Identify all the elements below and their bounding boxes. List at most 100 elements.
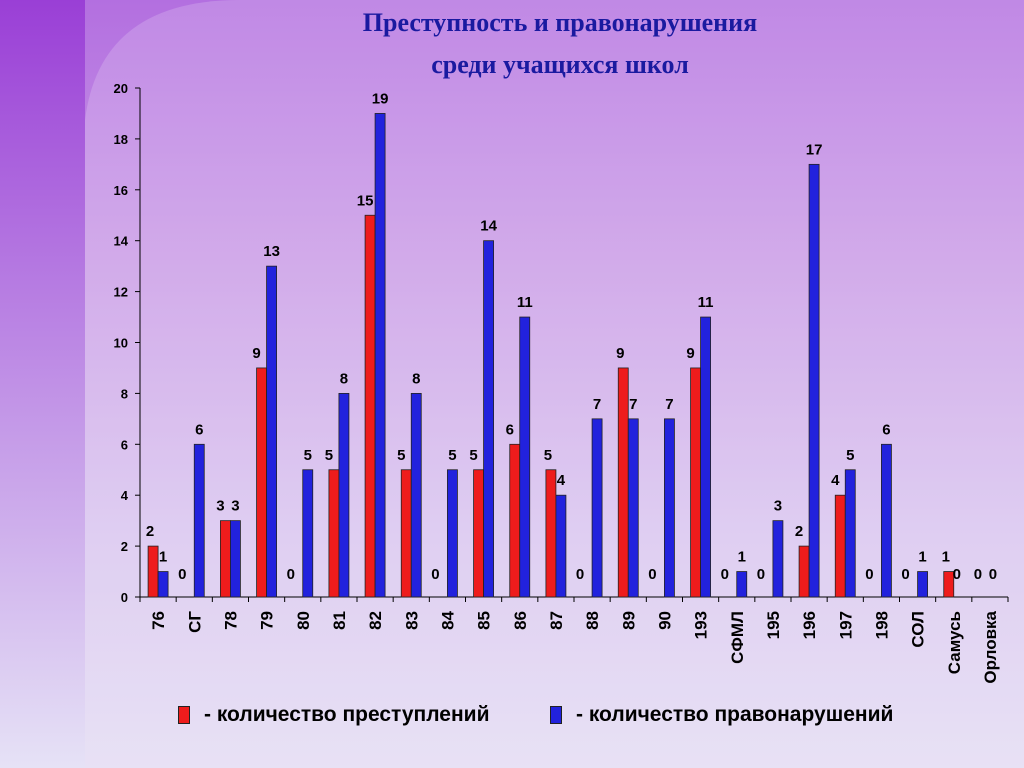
data-label-crimes: 0 (648, 566, 656, 583)
data-label-offenses: 1 (918, 549, 926, 566)
bar-crimes (364, 214, 376, 598)
bar-offenses (483, 240, 494, 598)
bar-offenses (881, 443, 892, 598)
data-label-crimes: 0 (287, 566, 295, 583)
bar-offenses (844, 469, 856, 598)
bar-offenses (302, 469, 314, 598)
bar-offenses (736, 571, 748, 598)
x-category-label: СГ (185, 611, 204, 633)
x-category-label: 82 (366, 611, 385, 630)
bar-crimes (798, 545, 810, 598)
y-tick-label: 6 (121, 437, 128, 452)
data-label-offenses: 7 (665, 396, 673, 413)
bar-crimes (328, 469, 340, 598)
data-label-crimes: 0 (576, 566, 584, 583)
bar-crimes (943, 571, 955, 598)
data-label-crimes: 5 (469, 447, 477, 464)
data-label-crimes: 5 (325, 447, 333, 464)
data-label-crimes: 6 (506, 421, 514, 438)
bar-crimes (617, 367, 629, 598)
data-label-offenses: 8 (412, 370, 420, 387)
bar-offenses (447, 469, 458, 598)
legend-crimes-label: - количество преступлений (204, 703, 490, 726)
data-label-crimes: 2 (795, 523, 803, 540)
data-label-crimes: 2 (146, 523, 154, 540)
data-label-crimes: 3 (216, 498, 224, 515)
bar-crimes (834, 494, 846, 598)
bar-crimes (473, 469, 484, 598)
data-label-crimes: 9 (252, 345, 260, 362)
chart-title-line2: среди учащихся школ (431, 50, 689, 79)
x-category-label: 78 (221, 611, 240, 630)
x-category-label: 195 (764, 611, 783, 639)
data-label-offenses: 4 (557, 472, 566, 489)
x-category-label: 90 (655, 611, 674, 630)
y-tick-label: 18 (114, 132, 128, 147)
data-label-offenses: 7 (629, 396, 637, 413)
y-tick-label: 16 (114, 183, 128, 198)
x-category-label: 84 (438, 610, 457, 629)
bar-offenses (157, 571, 169, 598)
legend-crimes-swatch (178, 706, 190, 724)
y-tick-label: 2 (121, 539, 128, 554)
data-label-offenses: 1 (738, 549, 746, 566)
left-band (0, 0, 85, 768)
data-label-offenses: 7 (593, 396, 601, 413)
x-category-label: 86 (511, 611, 530, 630)
data-label-offenses: 5 (846, 447, 854, 464)
data-label-crimes: 9 (616, 345, 624, 362)
data-label-offenses: 5 (448, 447, 456, 464)
data-label-offenses: 13 (263, 243, 280, 260)
x-category-label: 87 (547, 611, 566, 630)
x-category-label: 88 (583, 611, 602, 630)
bar-crimes (256, 367, 267, 598)
x-category-label: 197 (836, 611, 855, 639)
bar-crimes (400, 469, 412, 598)
legend-crimes: - количество преступлений (178, 703, 489, 727)
data-label-crimes: 9 (686, 345, 694, 362)
y-tick-label: 14 (114, 234, 129, 249)
data-label-offenses: 14 (480, 218, 497, 235)
x-category-label: 193 (692, 611, 711, 639)
data-label-offenses: 11 (517, 294, 533, 311)
x-category-label: 80 (294, 611, 313, 630)
y-tick-label: 12 (114, 285, 128, 300)
chart-title-line1: Преступность и правонарушения (362, 8, 758, 37)
bar-offenses (374, 113, 386, 598)
data-label-crimes: 0 (865, 566, 873, 583)
bar-offenses (410, 392, 422, 598)
data-label-offenses: 8 (340, 370, 348, 387)
data-label-offenses: 1 (159, 549, 167, 566)
data-label-crimes: 0 (178, 566, 186, 583)
x-category-label: 196 (800, 611, 819, 639)
x-category-label: 89 (619, 611, 638, 630)
bar-offenses (555, 494, 567, 598)
x-category-label: Орловка (981, 610, 1000, 683)
data-label-offenses: 3 (774, 498, 782, 515)
bar-offenses (664, 418, 675, 598)
x-category-label: 81 (330, 611, 349, 630)
data-label-crimes: 0 (757, 566, 765, 583)
bar-offenses (519, 316, 531, 598)
bar-crimes (690, 367, 701, 598)
data-label-offenses: 6 (882, 421, 890, 438)
x-category-label: 79 (258, 611, 277, 630)
y-tick-label: 20 (114, 81, 128, 96)
y-tick-label: 8 (121, 386, 128, 401)
bar-crimes (509, 443, 521, 598)
x-category-label: 85 (475, 611, 494, 630)
data-label-crimes: 4 (831, 472, 840, 489)
data-label-offenses: 11 (698, 294, 714, 311)
data-label-offenses: 5 (304, 447, 312, 464)
data-label-crimes: 5 (397, 447, 405, 464)
data-label-crimes: 1 (942, 549, 950, 566)
slide-panel (85, 0, 1024, 768)
x-category-label: СФМЛ (728, 611, 747, 664)
data-label-offenses: 3 (231, 498, 239, 515)
data-label-offenses: 19 (372, 90, 389, 107)
data-label-crimes: 0 (721, 566, 729, 583)
x-category-label: 76 (149, 611, 168, 630)
y-tick-label: 10 (114, 336, 128, 351)
